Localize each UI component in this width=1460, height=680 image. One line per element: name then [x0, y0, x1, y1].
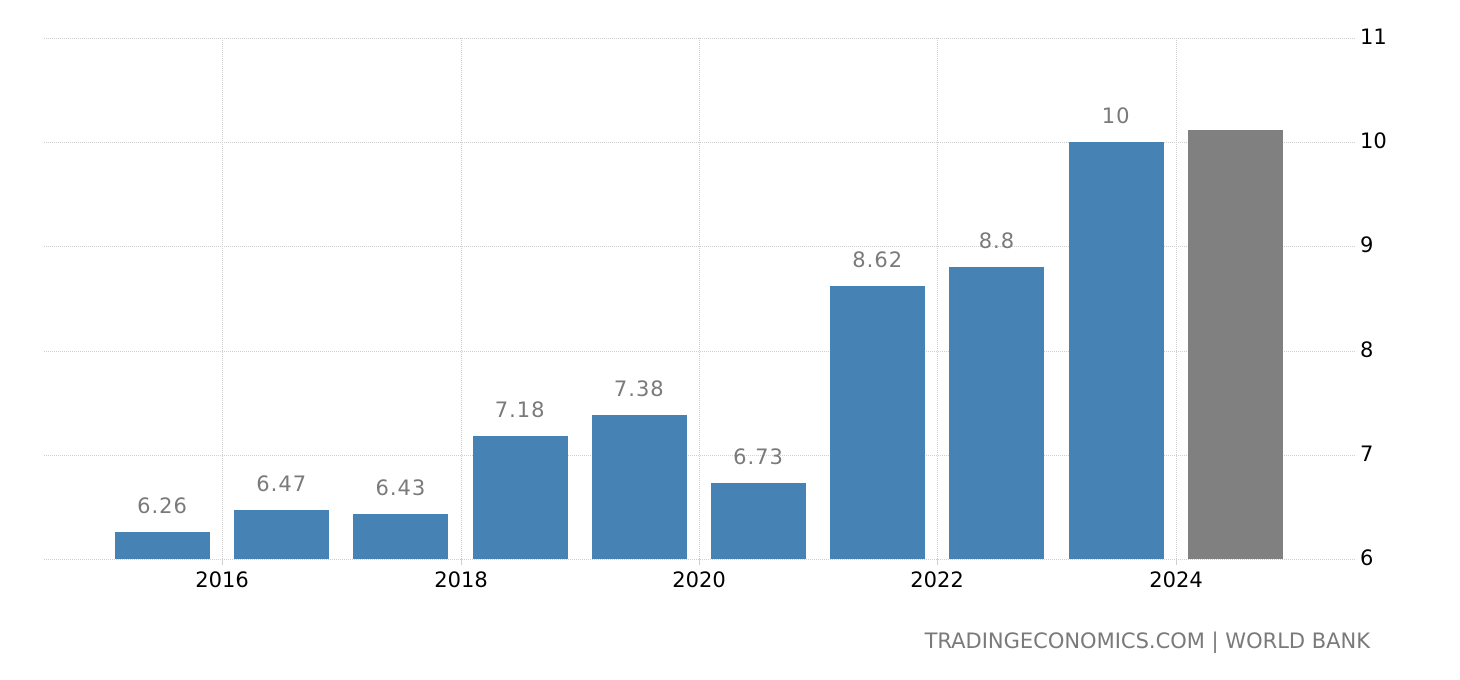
data-bar — [949, 267, 1045, 559]
gridline-vertical — [222, 38, 223, 559]
x-axis-tick — [699, 559, 700, 565]
x-axis-label: 2018 — [434, 568, 488, 592]
data-label: 6.26 — [137, 493, 188, 518]
data-label: 8.8 — [978, 229, 1016, 254]
y-axis-label: 7 — [1360, 442, 1374, 466]
data-label: 6.43 — [375, 476, 427, 501]
x-axis-label: 2016 — [195, 568, 249, 592]
source-attribution: TRADINGECONOMICS.COM | WORLD BANK — [924, 629, 1370, 653]
gridline-vertical — [461, 38, 462, 559]
data-bar — [711, 482, 806, 559]
x-axis-tick — [937, 559, 938, 565]
data-bar — [830, 285, 926, 559]
y-axis-label: 6 — [1360, 546, 1374, 570]
x-axis-label: 2022 — [910, 568, 964, 592]
y-axis-label: 8 — [1360, 338, 1374, 362]
x-axis-tick — [461, 559, 462, 565]
forecast-bar — [1187, 129, 1283, 559]
data-bar — [591, 415, 687, 559]
data-bar — [472, 436, 568, 559]
data-bar — [115, 531, 210, 559]
data-label: 6.47 — [256, 472, 308, 497]
data-bar — [1068, 142, 1164, 559]
data-bar — [353, 514, 449, 559]
data-label: 7.38 — [613, 377, 665, 402]
y-axis-label: 10 — [1360, 129, 1387, 153]
data-label: 8.62 — [852, 247, 904, 272]
gridline-vertical — [1176, 38, 1177, 559]
gridline-vertical — [937, 38, 938, 559]
data-bar — [234, 510, 330, 559]
data-label: 10 — [1101, 104, 1131, 129]
x-axis-label: 2020 — [672, 568, 726, 592]
data-label: 6.73 — [733, 444, 784, 469]
y-axis-label: 9 — [1360, 233, 1374, 257]
y-axis-label: 11 — [1360, 25, 1387, 49]
x-axis-tick — [1176, 559, 1177, 565]
x-axis-tick — [222, 559, 223, 565]
x-axis-label: 2024 — [1149, 568, 1203, 592]
gridline-vertical — [699, 38, 700, 559]
data-label: 7.18 — [494, 398, 546, 423]
